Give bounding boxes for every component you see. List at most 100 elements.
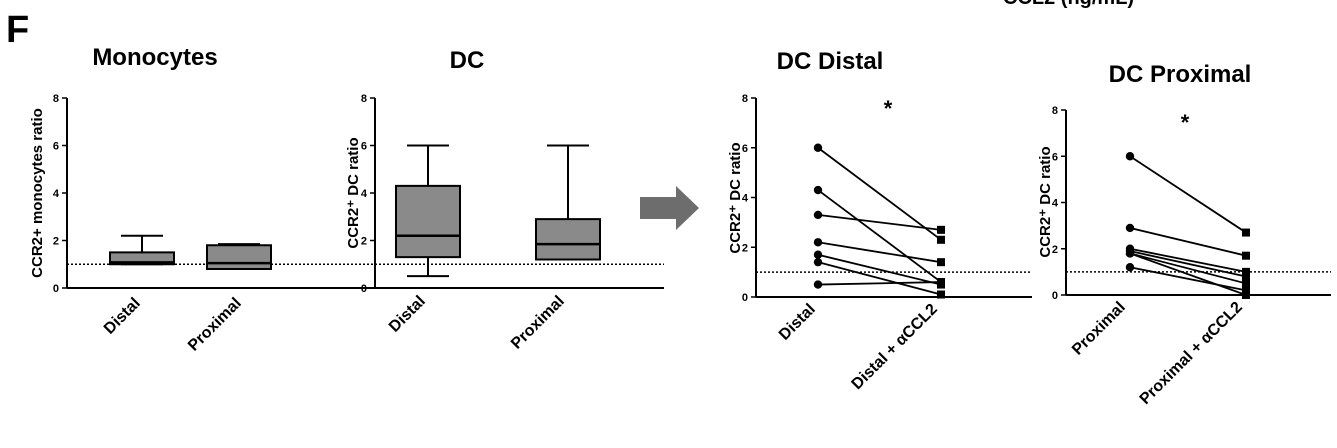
y-tick-label: 2 — [1052, 244, 1058, 256]
pair-line — [817, 214, 942, 231]
point-after — [1242, 286, 1250, 295]
significance-star: * — [1181, 110, 1190, 135]
pair-line — [1129, 227, 1247, 257]
x-category-label: Distal — [386, 293, 429, 336]
y-axis-label: CCR2⁺ DC ratio — [1037, 146, 1054, 257]
point-after — [1242, 291, 1250, 299]
y-tick-label: 6 — [1052, 151, 1058, 163]
point-after — [937, 258, 945, 267]
point-before — [813, 238, 823, 247]
box-iqr — [535, 218, 601, 261]
point-after — [937, 290, 945, 299]
chart-monocytes: Monocytes CCR2+ monocytes ratio 0 2 4 6 8 Dista… — [29, 44, 381, 355]
point-after — [937, 278, 945, 287]
point-after — [1242, 279, 1250, 288]
y-tick-label: 8 — [742, 93, 748, 105]
significance-star: * — [884, 96, 893, 121]
pair-line — [1129, 252, 1247, 296]
point-after — [937, 225, 945, 234]
paired-series — [813, 143, 945, 244]
y-tick-label: 6 — [53, 141, 59, 153]
pair-line — [817, 253, 942, 286]
chart-title: DC Proximal — [1109, 61, 1252, 88]
x-category-label: Distal — [101, 295, 144, 338]
y-axis-label: CCR2⁺ DC ratio — [345, 137, 362, 248]
arrow-icon — [640, 186, 699, 230]
y-tick-label: 0 — [1052, 290, 1058, 302]
point-before — [813, 185, 823, 195]
box-plot-distal — [109, 234, 175, 266]
chart-title: DC — [450, 47, 485, 74]
y-tick-label: 4 — [361, 188, 368, 200]
y-tick-label: 8 — [361, 93, 367, 105]
y-tick-label: 2 — [361, 236, 367, 248]
panel-letter: F — [6, 9, 29, 51]
point-before — [813, 143, 823, 152]
paired-series — [813, 210, 945, 234]
y-tick-label: 8 — [1052, 105, 1058, 117]
pair-line — [1129, 247, 1247, 273]
point-before — [813, 280, 823, 289]
pair-line — [1129, 250, 1247, 278]
paired-series — [1125, 223, 1250, 260]
y-tick-label: 2 — [53, 236, 59, 248]
pair-line — [817, 281, 942, 286]
y-tick-label: 6 — [742, 143, 748, 155]
point-before — [1125, 152, 1135, 161]
y-axis-label: CCR2+ monocytes ratio — [29, 108, 46, 278]
x-category-label: Proximal + αCCL2 — [1137, 299, 1246, 408]
paired-series — [1125, 152, 1250, 237]
chart-dc: DC CCR2⁺ DC ratio 0 2 4 6 8 Distal Proximal — [345, 47, 664, 353]
point-after — [937, 235, 945, 244]
y-tick-label: 4 — [742, 193, 749, 205]
paired-series — [813, 278, 945, 289]
paired-series — [813, 185, 945, 287]
paired-series — [1125, 263, 1250, 295]
pair-line — [817, 241, 942, 264]
point-before — [1125, 249, 1135, 258]
chart-title: DC Distal — [777, 48, 884, 75]
paired-series — [813, 238, 945, 267]
y-axis-label: CCR2⁺ DC ratio — [727, 142, 744, 253]
point-before — [1125, 223, 1135, 233]
point-after — [1242, 251, 1250, 260]
x-category-label: Proximal — [185, 295, 245, 355]
x-category-label: Proximal — [508, 293, 568, 353]
y-tick-label: 2 — [742, 242, 748, 254]
point-after — [1242, 228, 1250, 237]
box-iqr — [206, 244, 272, 270]
x-category-label: Proximal — [1069, 299, 1129, 359]
pair-line — [1129, 252, 1247, 285]
y-tick-label: 8 — [53, 93, 59, 105]
box-iqr — [395, 184, 461, 259]
point-after — [1242, 272, 1250, 281]
box-plot-distal — [395, 144, 461, 278]
box-plot-proximal — [535, 144, 601, 261]
paired-series — [1125, 249, 1250, 299]
pair-line — [1129, 155, 1247, 234]
pair-line — [817, 261, 942, 296]
y-tick-label: 4 — [1052, 198, 1059, 210]
x-category-label: Distal — [776, 301, 819, 344]
point-after — [1242, 267, 1250, 276]
y-tick-label: 0 — [361, 283, 367, 295]
point-before — [813, 210, 823, 220]
box-plot-proximal — [206, 243, 272, 270]
pair-line — [1129, 266, 1247, 292]
point-before — [1125, 263, 1135, 272]
chart-dc-proximal: DC Proximal CCR2⁺ DC ratio 0 2 4 6 8 Proximal Pr… — [1037, 61, 1331, 408]
y-tick-label: 6 — [361, 141, 367, 153]
paired-series — [813, 257, 945, 299]
pair-line — [817, 147, 942, 241]
y-tick-label: 0 — [742, 292, 748, 304]
y-tick-label: 4 — [53, 188, 60, 200]
y-tick-label: 0 — [53, 283, 59, 295]
x-category-label: Distal + αCCL2 — [849, 301, 941, 393]
point-before — [813, 257, 823, 267]
pair-line — [817, 189, 942, 283]
box-iqr — [109, 251, 175, 266]
point-before — [813, 250, 823, 259]
chart-title: Monocytes — [92, 44, 217, 71]
clipped-top-label: CCL2 (ng/mL) — [1003, 0, 1134, 9]
